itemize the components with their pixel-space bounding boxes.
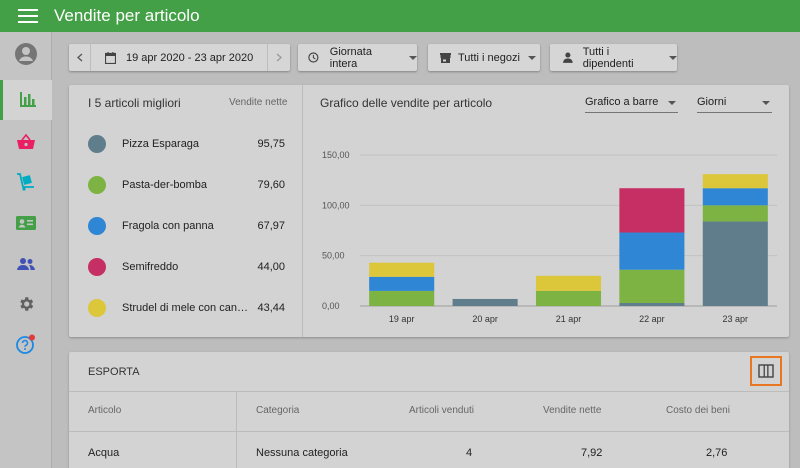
prev-period-button[interactable] [69,44,91,71]
bar-segment [702,188,768,206]
sidebar-item-sales[interactable] [0,122,52,162]
help-icon [16,334,35,354]
columns-toggle-button[interactable] [750,356,782,386]
table-divider [69,391,789,392]
chevron-down-icon [762,101,770,105]
bar-segment [619,188,685,233]
bar-segment [535,290,602,306]
x-tick-label: 23 apr [723,314,749,324]
basket-icon [17,134,35,149]
sidebar-item-help[interactable] [0,324,52,364]
stores-filter-label: Tutti i negozi [458,51,520,64]
employees-filter-button[interactable]: Tutti i dipendenti [550,44,677,71]
chevron-down-icon [527,55,536,60]
series-color-dot [88,258,106,276]
bar-segment [369,290,435,306]
y-tick-label: 100,00 [322,200,350,210]
x-tick-label: 22 apr [639,314,665,324]
next-period-button[interactable] [267,44,290,71]
stores-filter-button[interactable]: Tutti i negozi [428,44,540,71]
sidebar [0,32,52,468]
y-tick-label: 150,00 [322,150,350,160]
bar-segment [619,269,685,303]
chevron-right-icon [276,53,282,62]
bar-segment [535,275,602,291]
chart-title: Grafico delle vendite per articolo [320,96,493,110]
list-item: Strudel di mele con cannella 43,44 [88,299,288,317]
employees-card-icon [16,216,36,230]
top-items-title: I 5 articoli migliori [88,96,181,110]
x-tick-label: 20 apr [472,314,498,324]
chart-type-select[interactable]: Grafico a barre [585,96,678,113]
sales-bar-chart: 0,00 50,00 100,00 150,00 19 apr 20 apr 21 apr 2… [322,150,777,324]
y-tick-label: 50,00 [322,251,345,261]
bar-segment [369,276,435,291]
sidebar-item-reports[interactable] [0,80,52,120]
x-tick-label: 19 apr [389,314,415,324]
period-select[interactable]: Giorni [697,96,772,113]
date-range-label: 19 apr 2020 - 23 apr 2020 [126,51,254,64]
card-divider [302,85,303,337]
date-range-button[interactable]: 19 apr 2020 - 23 apr 2020 [91,44,267,71]
bar-segment [702,174,768,189]
export-title: ESPORTA [88,366,140,378]
person-icon [563,52,573,63]
list-item: Pasta-der-bomba 79,60 [88,176,288,194]
inventory-icon [17,173,34,191]
column-header-net-sales[interactable]: Vendite nette [543,405,602,416]
account-icon [15,43,37,65]
sidebar-item-account[interactable] [0,34,52,74]
chevron-left-icon [76,53,82,62]
time-filter-button[interactable]: Giornata intera [298,44,417,71]
menu-icon[interactable] [18,9,38,23]
list-item: Semifreddo 44,00 [88,258,288,276]
store-icon [440,52,451,63]
column-header-item[interactable]: Articolo [88,405,122,416]
list-item: Fragola con panna 67,97 [88,217,288,235]
column-header-cost[interactable]: Costo dei beni [666,405,730,416]
date-range-picker: 19 apr 2020 - 23 apr 2020 [69,44,290,71]
bar-segment [702,205,768,222]
chevron-down-icon [669,55,677,60]
bar-segment [619,232,685,270]
bar-segment [452,298,518,306]
chevron-down-icon [409,55,417,60]
reports-icon [19,92,36,107]
bar-segment [702,221,768,306]
column-header-category[interactable]: Categoria [256,405,300,416]
settings-icon [20,297,34,311]
chevron-down-icon [668,101,676,105]
column-header-sold[interactable]: Articoli venduti [409,405,475,416]
top-items-metric-label: Vendite nette [229,97,288,108]
table-divider [69,431,789,432]
series-color-dot [88,135,106,153]
series-color-dot [88,299,106,317]
app-bar: Vendite per articolo [0,0,800,32]
bar-segment [619,302,685,306]
list-item: Pizza Esparaga 95,75 [88,135,288,153]
customers-icon [17,258,35,270]
sidebar-item-employees[interactable] [0,203,52,243]
time-filter-label: Giornata intera [329,45,372,70]
view-columns-icon [758,364,774,378]
x-tick-label: 21 apr [556,314,582,324]
sidebar-item-settings[interactable] [0,284,52,324]
sidebar-item-inventory[interactable] [0,162,52,202]
table-column-divider [236,391,237,468]
export-card [69,352,789,468]
series-color-dot [88,176,106,194]
page-title: Vendite per articolo [54,6,200,25]
bar-segment [369,262,435,277]
series-color-dot [88,217,106,235]
sidebar-item-customers[interactable] [0,244,52,284]
clock-icon [308,52,319,63]
employees-filter-label: Tutti i dipendenti [582,45,634,70]
y-tick-label: 0,00 [322,301,340,311]
calendar-icon [105,51,116,64]
